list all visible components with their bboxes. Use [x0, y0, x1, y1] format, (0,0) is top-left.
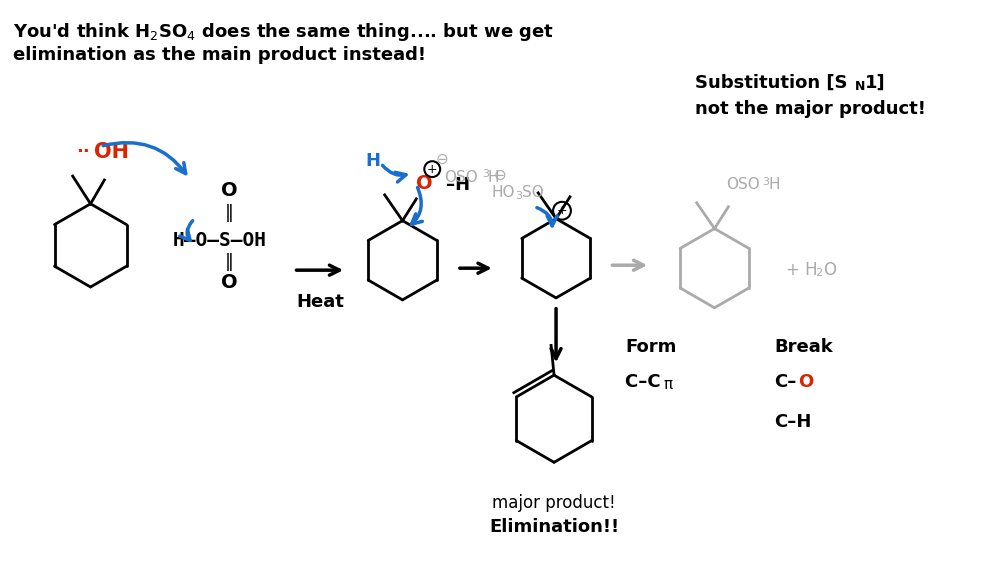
Text: –H: –H [447, 176, 470, 194]
Text: C–H: C–H [774, 413, 811, 431]
Text: Heat: Heat [296, 293, 344, 311]
Text: ‖: ‖ [224, 204, 234, 222]
Text: +: + [556, 204, 567, 217]
Text: Form: Form [625, 338, 677, 355]
Text: 2: 2 [815, 268, 823, 278]
Text: ⊖: ⊖ [493, 168, 506, 183]
Text: N: N [856, 80, 865, 93]
Text: OSO: OSO [726, 177, 760, 192]
Text: 1]: 1] [865, 74, 885, 92]
Text: H: H [366, 152, 380, 170]
Text: 3: 3 [482, 169, 489, 179]
Text: OSO: OSO [445, 169, 478, 185]
Text: elimination as the main product instead!: elimination as the main product instead! [13, 46, 426, 64]
Text: O: O [797, 373, 813, 391]
Text: Substitution [S: Substitution [S [695, 74, 848, 92]
Text: H: H [769, 177, 781, 192]
Text: 3: 3 [762, 177, 769, 187]
Text: Elimination!!: Elimination!! [489, 518, 619, 536]
Text: O: O [416, 173, 433, 192]
Text: major product!: major product! [492, 494, 616, 512]
Text: Break: Break [774, 338, 833, 355]
Text: You'd think H$_2$SO$_4$ does the same thing.... but we get: You'd think H$_2$SO$_4$ does the same th… [13, 21, 554, 42]
Text: C–C: C–C [625, 373, 667, 391]
Text: not the major product!: not the major product! [695, 100, 926, 118]
Text: SO: SO [523, 185, 544, 200]
Text: OH: OH [95, 142, 129, 162]
Text: ‖: ‖ [224, 253, 234, 272]
Text: + H: + H [785, 261, 817, 279]
Text: H–O–S–OH: H–O–S–OH [172, 231, 267, 250]
Text: HO: HO [492, 185, 515, 200]
Text: O: O [221, 273, 237, 292]
Text: 3: 3 [516, 191, 523, 201]
Text: O: O [221, 181, 237, 200]
Text: H: H [488, 169, 499, 185]
Text: ··: ·· [76, 144, 90, 161]
Text: ⊖: ⊖ [436, 152, 449, 166]
Text: +: + [427, 162, 438, 176]
Text: O: O [823, 261, 837, 279]
Text: π: π [663, 377, 672, 392]
Text: C–: C– [774, 373, 796, 391]
